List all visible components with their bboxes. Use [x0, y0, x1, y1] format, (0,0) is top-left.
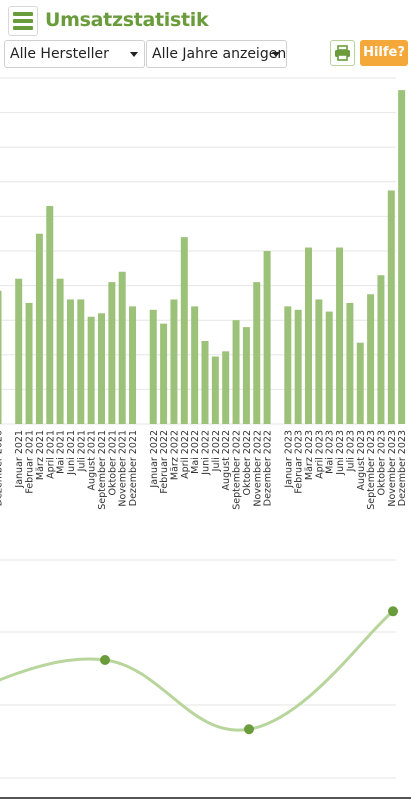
x-tick-label: November 2022 — [252, 430, 263, 507]
yearly-sales-line-chart — [0, 559, 398, 779]
bar[interactable] — [180, 237, 188, 424]
x-tick-label: Oktober 2022 — [242, 430, 253, 496]
manufacturer-select[interactable]: Alle Hersteller — [4, 40, 145, 68]
monthly-sales-bar-chart: Dezember 2020 Januar 2021 Februar 2021 März… — [0, 77, 408, 510]
bar[interactable] — [56, 278, 64, 424]
bar[interactable] — [15, 278, 23, 424]
bar[interactable] — [367, 294, 375, 424]
bar[interactable] — [170, 299, 178, 424]
bar[interactable] — [129, 306, 137, 424]
manufacturer-select-value: Alle Hersteller — [10, 46, 109, 62]
x-tick-label: Dezember 2020 — [0, 430, 5, 506]
year-select-value: Alle Jahre anzeigen — [152, 46, 287, 62]
bar[interactable] — [284, 306, 292, 424]
x-tick-label: April 2021 — [45, 430, 56, 479]
bar[interactable] — [201, 340, 209, 424]
bar[interactable] — [325, 311, 333, 424]
x-tick-label: September 2022 — [232, 430, 243, 510]
x-tick-label: Mai 2023 — [325, 430, 336, 474]
bar[interactable] — [149, 309, 157, 424]
bar[interactable] — [87, 316, 95, 424]
bar[interactable] — [377, 275, 385, 424]
bar[interactable] — [253, 282, 261, 424]
bar[interactable] — [108, 282, 116, 424]
x-tick-label: Januar 2022 — [149, 430, 160, 489]
chevron-down-icon — [272, 52, 280, 57]
page-title: Umsatzstatistik — [45, 9, 209, 31]
menu-button[interactable] — [8, 6, 38, 36]
bar[interactable] — [160, 323, 168, 424]
bar[interactable] — [242, 327, 250, 424]
x-tick-label: Februar 2023 — [294, 430, 305, 494]
bar[interactable] — [211, 356, 219, 424]
x-tick-label: Juli 2023 — [345, 430, 356, 472]
year-select[interactable]: Alle Jahre anzeigen — [146, 40, 287, 68]
bar[interactable] — [346, 302, 354, 424]
hamburger-icon-bar — [13, 19, 33, 23]
x-tick-label: März 2021 — [35, 430, 46, 480]
bar[interactable] — [46, 206, 54, 424]
header: Umsatzstatistik — [0, 0, 411, 40]
divider — [0, 797, 411, 799]
x-tick-label: Oktober 2023 — [376, 430, 387, 496]
bar[interactable] — [98, 313, 105, 424]
series-line — [0, 610, 394, 732]
bar[interactable] — [336, 247, 344, 424]
x-tick-label: Oktober 2021 — [107, 430, 118, 496]
x-tick-label: März 2023 — [304, 430, 315, 480]
chevron-down-icon — [130, 52, 138, 57]
x-tick-label: Dezember 2022 — [263, 430, 274, 506]
x-tick-label: Januar 2021 — [14, 430, 25, 489]
bar[interactable] — [0, 290, 2, 424]
x-tick-label: Januar 2023 — [283, 430, 294, 489]
hamburger-icon-bar — [13, 12, 33, 16]
bar[interactable] — [387, 190, 395, 424]
bar[interactable] — [263, 251, 271, 424]
bar[interactable] — [232, 320, 240, 424]
printer-icon — [335, 45, 350, 61]
x-tick-label: Dezember 2021 — [128, 430, 139, 506]
x-tick-label: Juli 2021 — [76, 430, 87, 472]
bar[interactable] — [356, 342, 364, 424]
bar[interactable] — [77, 299, 85, 424]
bar[interactable] — [305, 247, 312, 424]
x-tick-label: Juni 2021 — [66, 430, 77, 476]
hamburger-icon-bar — [13, 26, 33, 30]
x-tick-label: Mai 2021 — [56, 430, 67, 474]
bar[interactable] — [66, 299, 74, 424]
bar[interactable] — [398, 90, 406, 425]
bar[interactable] — [191, 306, 199, 424]
x-tick-label: Juni 2022 — [201, 430, 212, 476]
x-tick-label: August 2022 — [221, 430, 232, 490]
bar[interactable] — [25, 302, 33, 424]
x-tick-label: April 2023 — [314, 430, 325, 479]
x-tick-label: August 2023 — [356, 430, 367, 490]
bar[interactable] — [35, 233, 43, 424]
help-button[interactable]: Hilfe? — [360, 40, 408, 66]
bar[interactable] — [118, 271, 126, 424]
data-point[interactable] — [388, 606, 398, 617]
x-tick-label: August 2021 — [87, 430, 98, 490]
x-tick-label: November 2021 — [118, 430, 129, 507]
print-button[interactable] — [330, 40, 355, 66]
x-tick-label: April 2022 — [180, 430, 191, 479]
x-tick-label: Februar 2021 — [25, 430, 36, 494]
x-tick-label: Mai 2022 — [190, 430, 201, 474]
x-tick-label: Juni 2023 — [335, 430, 346, 476]
bar[interactable] — [222, 351, 230, 424]
x-tick-label: September 2023 — [366, 430, 377, 510]
x-tick-label: September 2021 — [97, 430, 108, 510]
x-tick-label: Dezember 2023 — [397, 430, 408, 506]
x-tick-label: Juli 2022 — [211, 430, 222, 472]
bar[interactable] — [294, 309, 302, 424]
x-tick-label: Februar 2022 — [159, 430, 170, 494]
bar[interactable] — [315, 299, 323, 424]
data-point[interactable] — [244, 724, 254, 735]
x-tick-label: November 2023 — [387, 430, 398, 507]
data-point[interactable] — [100, 655, 110, 666]
x-tick-label: März 2022 — [169, 430, 180, 480]
